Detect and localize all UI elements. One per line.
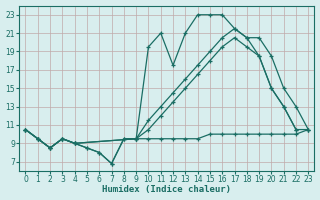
X-axis label: Humidex (Indice chaleur): Humidex (Indice chaleur) xyxy=(102,185,231,194)
